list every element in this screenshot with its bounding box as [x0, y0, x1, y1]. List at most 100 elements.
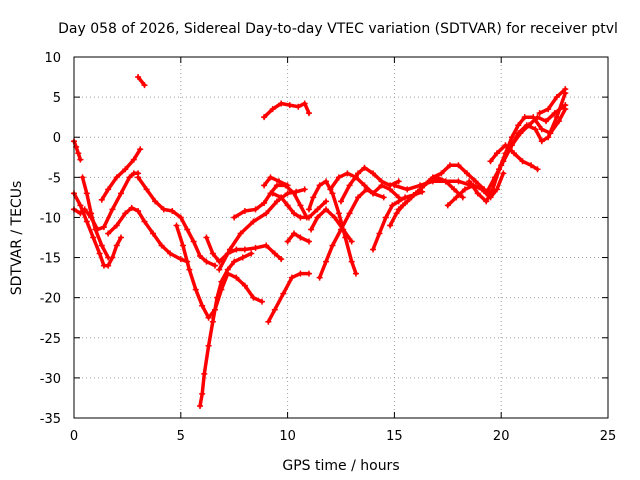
data-point [216, 266, 223, 273]
data-point [327, 186, 334, 193]
data-point [305, 206, 312, 213]
data-point [241, 246, 248, 253]
data-point [209, 250, 216, 257]
data-point [335, 174, 342, 181]
data-point [267, 174, 274, 181]
data-point [553, 94, 560, 101]
data-point [553, 114, 560, 121]
y-tick-label: -35 [40, 412, 61, 427]
data-point [209, 318, 216, 325]
data-point [203, 258, 210, 265]
data-point [500, 170, 507, 177]
x-axis-title: GPS time / hours [282, 458, 399, 474]
data-point [464, 170, 471, 177]
data-point [523, 122, 530, 129]
series-line [285, 231, 311, 244]
data-point [387, 222, 394, 229]
series-track-15 [261, 100, 312, 121]
series-track-13 [261, 174, 291, 189]
data-point [90, 234, 97, 241]
data-point [88, 210, 95, 217]
data-point [130, 156, 137, 163]
data-point [233, 274, 240, 281]
data-point [167, 250, 174, 257]
data-point [122, 166, 129, 173]
data-point [483, 190, 490, 197]
data-point [532, 126, 539, 133]
data-point [515, 122, 522, 129]
data-point [261, 200, 268, 207]
data-point [361, 164, 368, 171]
data-point [201, 370, 208, 377]
data-point [216, 258, 223, 265]
data-point [536, 110, 543, 117]
data-point [117, 190, 124, 197]
data-point [113, 222, 120, 229]
data-point [92, 226, 99, 233]
data-point [105, 230, 112, 237]
data-point [261, 182, 268, 189]
data-point [545, 134, 552, 141]
y-tick-label: -30 [40, 372, 61, 387]
data-point [323, 198, 330, 205]
data-point [310, 194, 317, 201]
data-point [284, 238, 291, 245]
data-point [241, 282, 248, 289]
data-point [453, 194, 460, 201]
data-point [348, 238, 355, 245]
data-point [224, 266, 231, 273]
data-point [250, 218, 257, 225]
data-point [263, 242, 270, 249]
data-point [331, 214, 338, 221]
series-track-16 [135, 74, 148, 89]
data-point [305, 270, 312, 277]
data-point [276, 178, 283, 185]
data-point [305, 214, 312, 221]
data-point [478, 186, 485, 193]
data-point [380, 194, 387, 201]
data-point [459, 194, 466, 201]
data-point [278, 256, 285, 263]
grid [74, 57, 608, 418]
data-point [474, 190, 481, 197]
data-point [233, 246, 240, 253]
data-point [141, 82, 148, 89]
data-point [205, 314, 212, 321]
data-point [77, 156, 84, 163]
data-point [284, 190, 291, 197]
data-point [466, 178, 473, 185]
x-tick-label: 25 [600, 429, 617, 444]
data-point [126, 174, 133, 181]
data-point [199, 390, 206, 397]
data-point [521, 114, 528, 121]
data-point [239, 254, 246, 261]
data-point [348, 258, 355, 265]
data-point [329, 190, 336, 197]
series-track-05 [98, 146, 144, 203]
data-point [113, 174, 120, 181]
data-point [280, 290, 287, 297]
series-line [270, 191, 328, 220]
data-point [192, 286, 199, 293]
data-point [376, 230, 383, 237]
data-point [190, 238, 197, 245]
data-point [543, 118, 550, 125]
data-point [301, 100, 308, 107]
data-point [269, 190, 276, 197]
data-point [297, 202, 304, 209]
data-point [241, 208, 248, 215]
data-point [252, 244, 259, 251]
data-point [186, 266, 193, 273]
series-track-32 [487, 142, 541, 173]
data-point [438, 170, 445, 177]
series-track-14 [265, 270, 312, 325]
data-point [323, 178, 330, 185]
data-point [96, 250, 103, 257]
data-point [214, 294, 221, 301]
data-point [519, 158, 526, 165]
data-point [402, 194, 409, 201]
data-point [271, 250, 278, 257]
series-track-17 [269, 190, 330, 221]
series-line [72, 139, 83, 162]
